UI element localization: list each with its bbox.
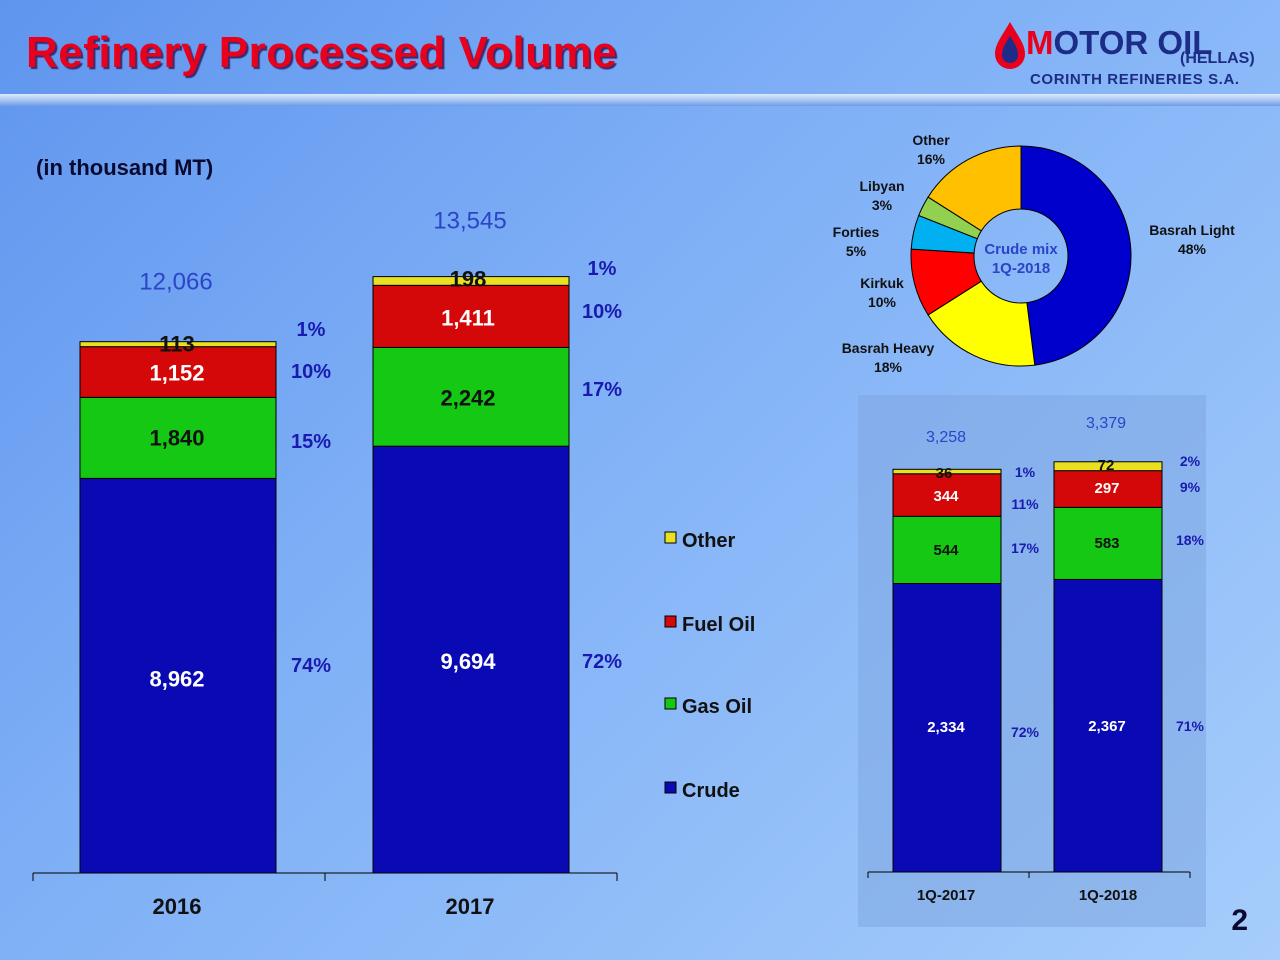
donut-slice-basrah-heavy	[927, 280, 1036, 367]
donut-slice-basrah-light	[1020, 145, 1132, 366]
donut-center-label: Crude mix	[984, 241, 1058, 258]
quarterly-fueloil-value-1Q-2017: 344	[933, 488, 959, 505]
quarterly-crude-value-1Q-2018: 2,367	[1088, 718, 1126, 735]
annual-bar-other-2016	[79, 341, 277, 348]
annual-bar-fuel-oil-2017	[372, 284, 570, 348]
quarterly-other-value-1Q-2017: 36	[936, 465, 953, 482]
annual-gasoil-value-2017: 2,242	[440, 385, 495, 410]
annual-other-value-2016: 113	[159, 332, 195, 357]
annual-bar-other-2017	[372, 276, 570, 286]
page-title: Refinery Processed Volume	[26, 28, 618, 77]
donut-value-other: 16%	[917, 151, 946, 167]
donut-label-basrah-heavy: Basrah Heavy	[842, 340, 935, 356]
logo-subtitle: CORINTH REFINERIES S.A.	[1030, 71, 1240, 88]
legend-swatch-gas-oil	[664, 697, 677, 710]
annual-bar-gas-oil-2016	[79, 396, 277, 479]
donut-value-basrah-light: 48%	[1178, 241, 1207, 257]
annual-pct-fuel-oil-2017: 10%	[582, 301, 622, 323]
annual-pct-other-2017: 1%	[588, 258, 617, 280]
donut-value-basrah-heavy: 18%	[874, 359, 903, 375]
donut-value-libyan: 3%	[872, 197, 893, 213]
quarterly-total-1Q-2017: 3,258	[926, 429, 966, 446]
quarterly-bar-other-1Q-2017	[892, 468, 1002, 475]
annual-pct-gas-oil-2016: 15%	[291, 431, 331, 453]
donut-label-other: Other	[912, 132, 950, 148]
quarterly-fueloil-value-1Q-2018: 297	[1094, 480, 1119, 497]
quarterly-bar-crude-1Q-2018	[1053, 578, 1163, 873]
company-logo: MOTOR OIL (HELLAS) CORINTH REFINERIES S.…	[992, 20, 1262, 90]
quarterly-total-1Q-2018: 3,379	[1086, 415, 1126, 432]
donut-slice-other	[927, 145, 1022, 232]
title-divider	[0, 94, 1280, 106]
annual-pct-fuel-oil-2016: 10%	[291, 361, 331, 383]
annual-total-2016: 12,066	[139, 269, 212, 296]
oil-drop-icon	[995, 22, 1025, 69]
quarterly-bar-gas-oil-1Q-2018	[1053, 506, 1163, 580]
annual-bar-gas-oil-2017	[372, 346, 570, 447]
legend-swatch-fuel-oil	[664, 615, 677, 628]
annual-bar-crude-2017	[372, 445, 570, 874]
legend-label-fuel-oil: Fuel Oil	[682, 614, 755, 636]
quarterly-pct-gas-oil-1Q-2017: 17%	[1011, 540, 1040, 556]
quarterly-pct-fuel-oil-1Q-2018: 9%	[1180, 479, 1201, 495]
logo-suffix: (HELLAS)	[1180, 50, 1255, 67]
legend-label-gas-oil: Gas Oil	[682, 696, 752, 718]
annual-category-label-2016: 2016	[153, 894, 202, 919]
donut-label-basrah-light: Basrah Light	[1149, 222, 1235, 238]
annual-crude-value-2016: 8,962	[149, 666, 204, 691]
donut-label-forties: Forties	[833, 224, 880, 240]
annual-pct-other-2016: 1%	[297, 319, 326, 341]
quarterly-gasoil-value-1Q-2018: 583	[1094, 535, 1119, 552]
quarterly-gasoil-value-1Q-2017: 544	[933, 542, 959, 559]
quarterly-bar-crude-1Q-2017	[892, 583, 1002, 873]
donut-center-period: 1Q-2018	[992, 260, 1050, 277]
quarterly-pct-fuel-oil-1Q-2017: 11%	[1011, 496, 1039, 512]
donut-value-kirkuk: 10%	[868, 294, 897, 310]
annual-bar-fuel-oil-2016	[79, 346, 277, 398]
quarterly-pct-gas-oil-1Q-2018: 18%	[1176, 532, 1205, 548]
annual-gasoil-value-2016: 1,840	[149, 425, 204, 450]
annual-other-value-2017: 198	[450, 267, 487, 292]
annual-category-label-2017: 2017	[446, 894, 495, 919]
annual-pct-crude-2017: 72%	[582, 651, 622, 673]
quarterly-pct-other-1Q-2018: 2%	[1180, 453, 1201, 469]
annual-pct-crude-2016: 74%	[291, 655, 331, 677]
quarterly-pct-other-1Q-2017: 1%	[1015, 464, 1036, 480]
quarterly-bar-other-1Q-2018	[1053, 461, 1163, 472]
legend-swatch-other	[664, 531, 677, 544]
page-number: 2	[1231, 904, 1248, 937]
legend-label-crude: Crude	[682, 780, 740, 802]
donut-label-libyan: Libyan	[859, 178, 904, 194]
donut-label-kirkuk: Kirkuk	[860, 275, 904, 291]
annual-bar-crude-2016	[79, 477, 277, 874]
donut-value-forties: 5%	[846, 243, 867, 259]
annual-crude-value-2017: 9,694	[440, 649, 496, 674]
logo-brand: MOTOR OIL	[1026, 24, 1213, 61]
quarterly-bar-fuel-oil-1Q-2018	[1053, 470, 1163, 508]
quarterly-pct-crude-1Q-2018: 71%	[1176, 718, 1205, 734]
quarterly-category-label-1Q-2017: 1Q-2017	[917, 887, 975, 904]
annual-fueloil-value-2016: 1,152	[149, 361, 204, 386]
legend-label-other: Other	[682, 530, 736, 552]
annual-total-2017: 13,545	[433, 208, 506, 235]
units-subtitle: (in thousand MT)	[36, 155, 214, 180]
quarterly-crude-value-1Q-2017: 2,334	[927, 719, 965, 736]
quarterly-other-value-1Q-2018: 72	[1098, 457, 1115, 474]
quarterly-pct-crude-1Q-2017: 72%	[1011, 724, 1040, 740]
quarterly-category-label-1Q-2018: 1Q-2018	[1079, 887, 1137, 904]
annual-fueloil-value-2017: 1,411	[441, 305, 495, 330]
legend-swatch-crude	[664, 781, 677, 794]
annual-pct-gas-oil-2017: 17%	[582, 379, 622, 401]
